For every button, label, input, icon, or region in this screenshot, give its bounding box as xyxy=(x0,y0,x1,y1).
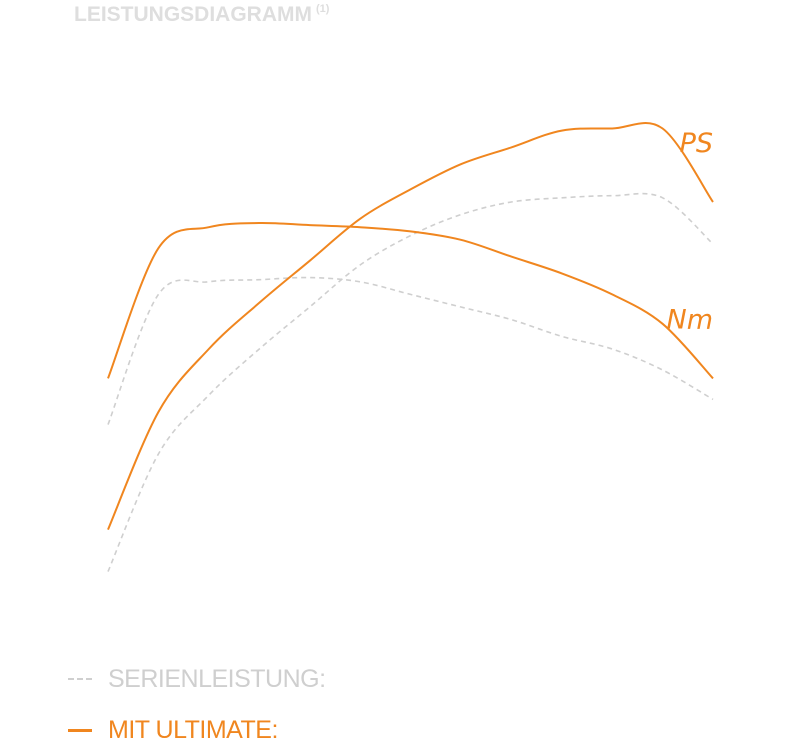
curve-label-torque: Nm xyxy=(667,304,714,335)
solid-line-icon xyxy=(68,728,92,732)
chart-title: LEISTUNGSDIAGRAMM (1) xyxy=(74,3,330,26)
power_ultimate-line xyxy=(107,122,714,530)
legend-ultimate: MIT ULTIMATE: xyxy=(68,713,278,747)
legend-stock: SERIENLEISTUNG: xyxy=(68,662,326,696)
dashed-line-icon xyxy=(68,678,92,680)
torque_stock-line xyxy=(107,276,714,425)
curve-label-power: PS xyxy=(680,128,713,159)
torque_ultimate-line xyxy=(107,221,714,380)
power_stock-line xyxy=(107,192,714,572)
legend-stock-label: SERIENLEISTUNG: xyxy=(108,664,326,693)
title-footnote: (1) xyxy=(316,3,330,15)
legend-ultimate-label: MIT ULTIMATE: xyxy=(108,715,278,744)
